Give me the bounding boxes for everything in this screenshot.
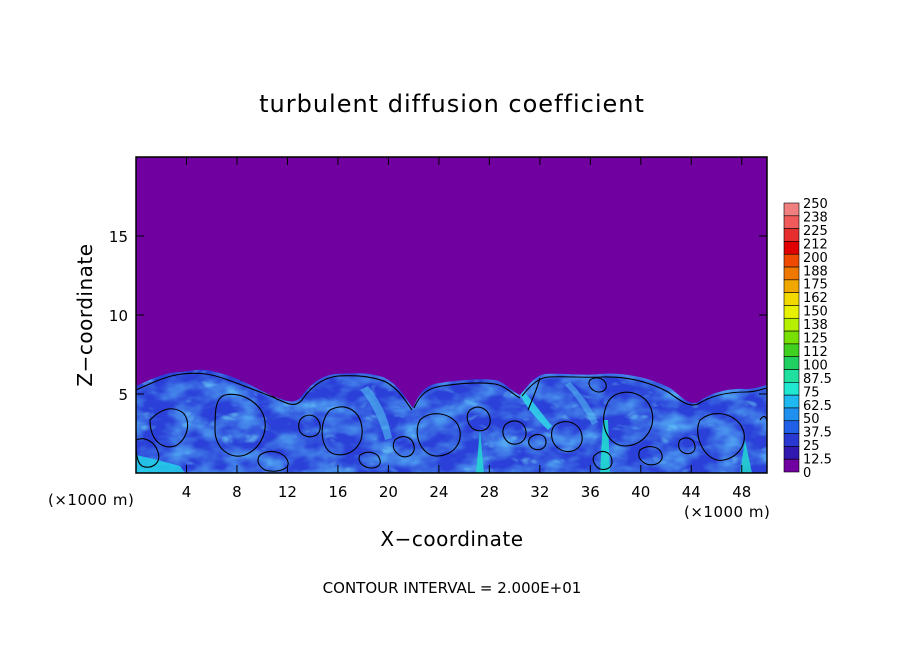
colorbar-swatch: [783, 241, 800, 255]
colorbar-swatch: [783, 433, 800, 447]
colorbar-label: 150: [803, 305, 828, 320]
y-tick-label: 15: [109, 228, 128, 246]
x-tick-label: 16: [328, 483, 347, 501]
colorbar-label: 112: [803, 345, 828, 360]
turbulence-field: [136, 369, 767, 473]
colorbar-swatch: [783, 228, 800, 242]
x-tick-label: 44: [682, 483, 701, 501]
x-tick-label: 40: [631, 483, 650, 501]
y-axis: 5 10 15: [109, 228, 767, 404]
x-tick-label: 28: [480, 483, 499, 501]
colorbar-swatch: [783, 369, 800, 383]
x-unit-left: (×1000 m): [48, 491, 134, 509]
contour-interval-label: CONTOUR INTERVAL = 2.000E+01: [323, 579, 582, 597]
colorbar-label: 162: [803, 291, 828, 306]
chart-title: turbulent diffusion coefficient: [259, 90, 645, 118]
colorbar-label: 188: [803, 264, 828, 279]
x-axis: 4 8 12 16 20 24 28 32 36 40 44 48: [182, 157, 751, 501]
colorbar-label: 100: [803, 358, 828, 373]
colorbar-label: 25: [803, 439, 820, 454]
x-tick-label: 4: [182, 483, 192, 501]
colorbar-swatch: [783, 446, 800, 460]
colorbar-label: 75: [803, 385, 820, 400]
colorbar-swatch: [783, 279, 800, 293]
x-tick-label: 48: [732, 483, 751, 501]
colorbar-swatch: [783, 253, 800, 268]
colorbar-label: 87.5: [803, 372, 832, 387]
colorbar-swatch: [783, 202, 800, 217]
colorbar-label: 250: [803, 197, 828, 212]
colorbar-label: 212: [803, 237, 828, 252]
contour-lines: [136, 372, 767, 472]
x-tick-label: 24: [429, 483, 448, 501]
colorbar-swatch: [783, 394, 800, 409]
colorbar-label: 238: [803, 210, 828, 225]
plot-area: [135, 156, 768, 474]
colorbar-swatch: [783, 458, 800, 473]
y-tick-label: 10: [109, 307, 128, 325]
y-tick-label: 5: [118, 386, 128, 404]
colorbar-swatch: [783, 407, 800, 422]
colorbar-swatch: [783, 305, 800, 319]
colorbar-label: 62.5: [803, 399, 832, 414]
colorbar-swatch: [783, 343, 800, 358]
colorbar-label: 0: [803, 466, 811, 481]
colorbar-swatch: [783, 317, 800, 332]
colorbar-label: 125: [803, 332, 828, 347]
colorbar-swatch: [783, 215, 800, 229]
y-axis-label: Z−coordinate: [73, 243, 97, 386]
colorbar-label: 12.5: [803, 453, 832, 468]
x-tick-label: 8: [232, 483, 242, 501]
x-tick-label: 12: [278, 483, 297, 501]
x-axis-label: X−coordinate: [380, 527, 523, 551]
colorbar-label: 50: [803, 412, 820, 427]
colorbar: 2502382252122001881751621501381251121008…: [783, 197, 832, 481]
colorbar-swatch: [783, 420, 800, 434]
x-tick-label: 36: [581, 483, 600, 501]
colorbar-swatch: [783, 330, 800, 345]
colorbar-swatch: [783, 356, 800, 370]
colorbar-swatch: [783, 382, 800, 396]
colorbar-swatch: [783, 266, 800, 281]
colorbar-label: 200: [803, 251, 828, 266]
colorbar-swatch: [783, 292, 800, 306]
x-unit-right: (×1000 m): [684, 503, 770, 521]
colorbar-label: 225: [803, 224, 828, 239]
colorbar-label: 138: [803, 318, 828, 333]
x-tick-label: 20: [379, 483, 398, 501]
colorbar-label: 37.5: [803, 426, 832, 441]
colorbar-label: 175: [803, 278, 828, 293]
x-tick-label: 32: [530, 483, 549, 501]
